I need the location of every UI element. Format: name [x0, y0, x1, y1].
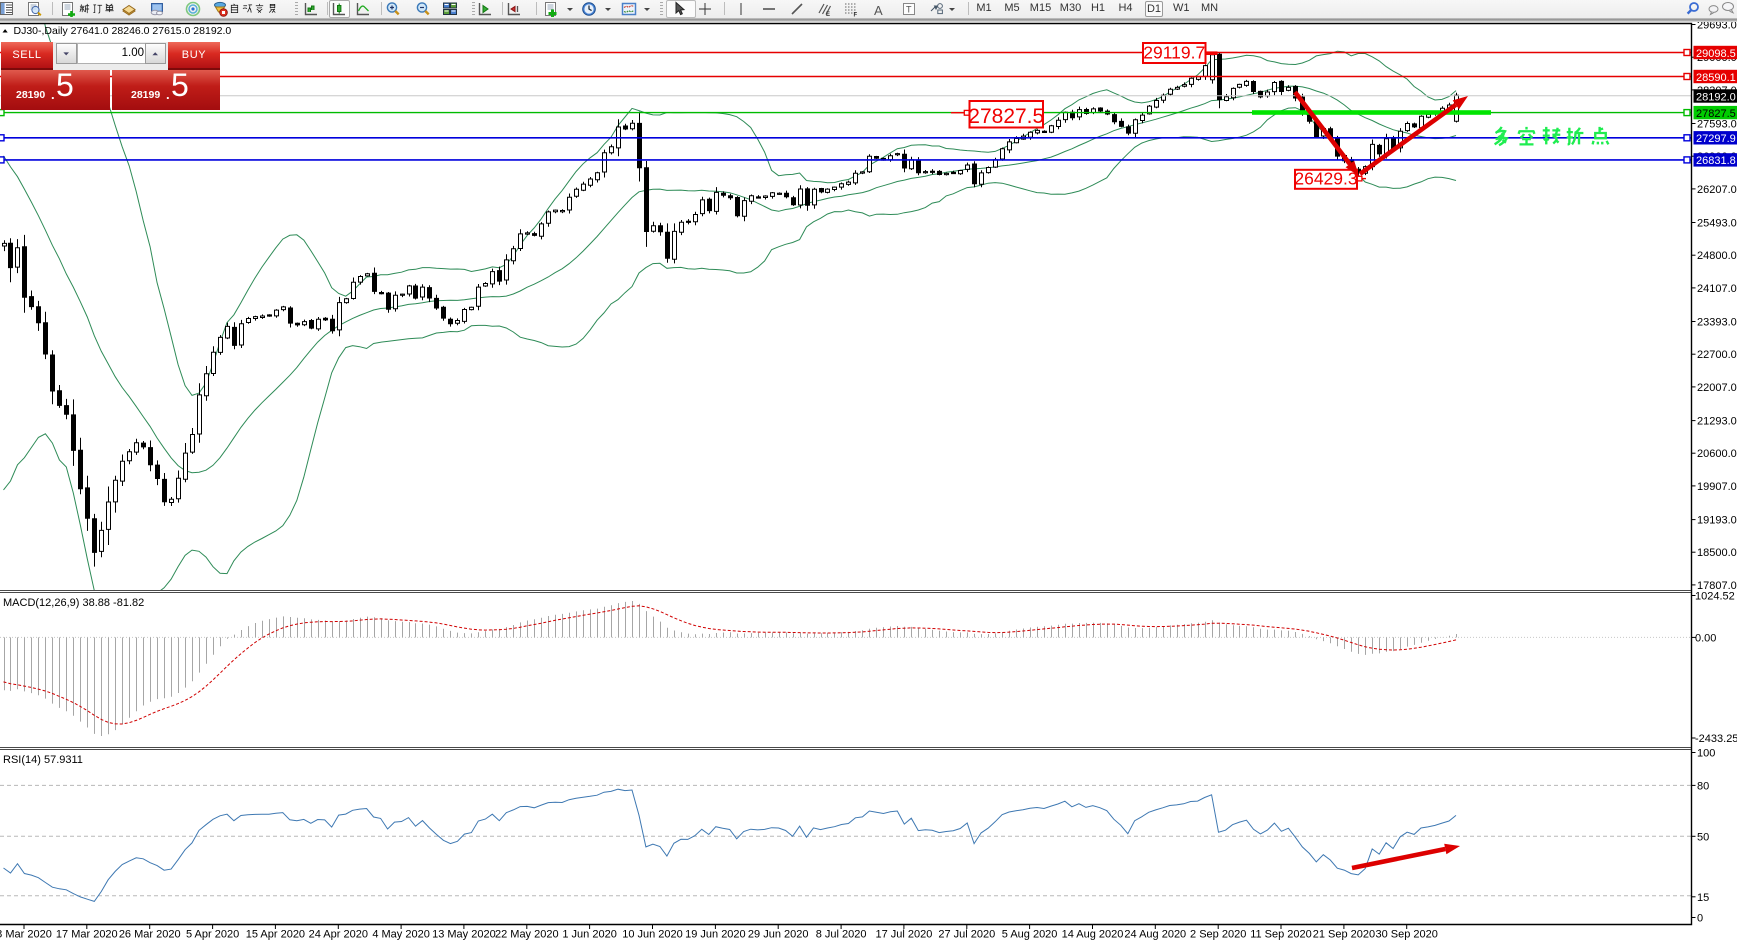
svg-text:21 Sep 2020: 21 Sep 2020: [1313, 929, 1375, 941]
svg-text:F: F: [854, 13, 858, 18]
svg-text:27593.0: 27593.0: [1697, 119, 1737, 131]
svg-text:8 Jul 2020: 8 Jul 2020: [816, 929, 867, 941]
svg-text:29119.7: 29119.7: [1143, 43, 1205, 63]
svg-text:27297.9: 27297.9: [1696, 133, 1736, 145]
svg-text:-2433.25: -2433.25: [1695, 733, 1737, 745]
svg-text:18500.0: 18500.0: [1697, 547, 1737, 559]
svg-text:RSI(14) 57.9311: RSI(14) 57.9311: [3, 754, 83, 766]
svg-text:29 Jun 2020: 29 Jun 2020: [748, 929, 809, 941]
svg-text:80: 80: [1697, 780, 1709, 792]
svg-text:T: T: [906, 5, 912, 15]
svg-text:23393.0: 23393.0: [1697, 317, 1737, 329]
svg-text:27 Jul 2020: 27 Jul 2020: [938, 929, 995, 941]
svg-text:28590.1: 28590.1: [1696, 72, 1736, 84]
svg-text:0: 0: [1697, 913, 1703, 925]
svg-text:5 Apr 2020: 5 Apr 2020: [186, 929, 239, 941]
svg-text:14 Aug 2020: 14 Aug 2020: [1062, 929, 1124, 941]
svg-text:29098.5: 29098.5: [1696, 48, 1736, 60]
svg-text:17807.0: 17807.0: [1697, 580, 1737, 592]
svg-text:1 Jun 2020: 1 Jun 2020: [562, 929, 616, 941]
svg-text:E: E: [826, 12, 830, 17]
svg-text:21293.0: 21293.0: [1697, 416, 1737, 428]
svg-text:2 Sep 2020: 2 Sep 2020: [1190, 929, 1246, 941]
svg-text:17 Mar 2020: 17 Mar 2020: [56, 929, 118, 941]
svg-text:15 Apr 2020: 15 Apr 2020: [246, 929, 305, 941]
svg-text:26207.0: 26207.0: [1697, 184, 1737, 196]
svg-text:5 Aug 2020: 5 Aug 2020: [1002, 929, 1058, 941]
svg-text:1024.52: 1024.52: [1695, 591, 1735, 603]
svg-text:26429.3: 26429.3: [1294, 168, 1357, 188]
svg-text:15: 15: [1697, 892, 1709, 904]
svg-text:24 Apr 2020: 24 Apr 2020: [309, 929, 368, 941]
svg-text:10 Jun 2020: 10 Jun 2020: [622, 929, 683, 941]
svg-text:26831.8: 26831.8: [1696, 155, 1736, 167]
svg-text:27827.5: 27827.5: [968, 105, 1044, 128]
svg-text:24800.0: 24800.0: [1697, 250, 1737, 262]
svg-text:0.00: 0.00: [1695, 632, 1716, 644]
svg-text:29693.0: 29693.0: [1697, 20, 1737, 32]
svg-text:28192.0: 28192.0: [1696, 91, 1736, 103]
svg-text:DJ30-,Daily 27641.0 28246.0 2: DJ30-,Daily 27641.0 28246.0 27615.0 2819…: [14, 25, 232, 37]
svg-text:13 May 2020: 13 May 2020: [432, 929, 496, 941]
svg-text:20600.0: 20600.0: [1697, 448, 1737, 460]
svg-text:22007.0: 22007.0: [1697, 382, 1737, 394]
svg-text:MACD(12,26,9) 38.88 -81.82: MACD(12,26,9) 38.88 -81.82: [3, 597, 144, 609]
svg-text:22 May 2020: 22 May 2020: [495, 929, 559, 941]
svg-text:24 Aug 2020: 24 Aug 2020: [1124, 929, 1186, 941]
svg-text:25493.0: 25493.0: [1697, 218, 1737, 230]
svg-text:4 May 2020: 4 May 2020: [372, 929, 429, 941]
svg-text:11 Sep 2020: 11 Sep 2020: [1250, 929, 1312, 941]
svg-text:30 Sep 2020: 30 Sep 2020: [1376, 929, 1438, 941]
svg-text:24107.0: 24107.0: [1697, 283, 1737, 295]
svg-text:19907.0: 19907.0: [1697, 481, 1737, 493]
svg-text:8 Mar 2020: 8 Mar 2020: [0, 929, 52, 941]
svg-text:22700.0: 22700.0: [1697, 349, 1737, 361]
svg-text:17 Jul 2020: 17 Jul 2020: [875, 929, 932, 941]
svg-text:27827.5: 27827.5: [1696, 108, 1736, 120]
svg-text:19 Jun 2020: 19 Jun 2020: [685, 929, 746, 941]
svg-text:50: 50: [1697, 831, 1709, 843]
svg-text:19193.0: 19193.0: [1697, 515, 1737, 527]
svg-text:26 Mar 2020: 26 Mar 2020: [119, 929, 181, 941]
svg-text:100: 100: [1697, 748, 1715, 760]
